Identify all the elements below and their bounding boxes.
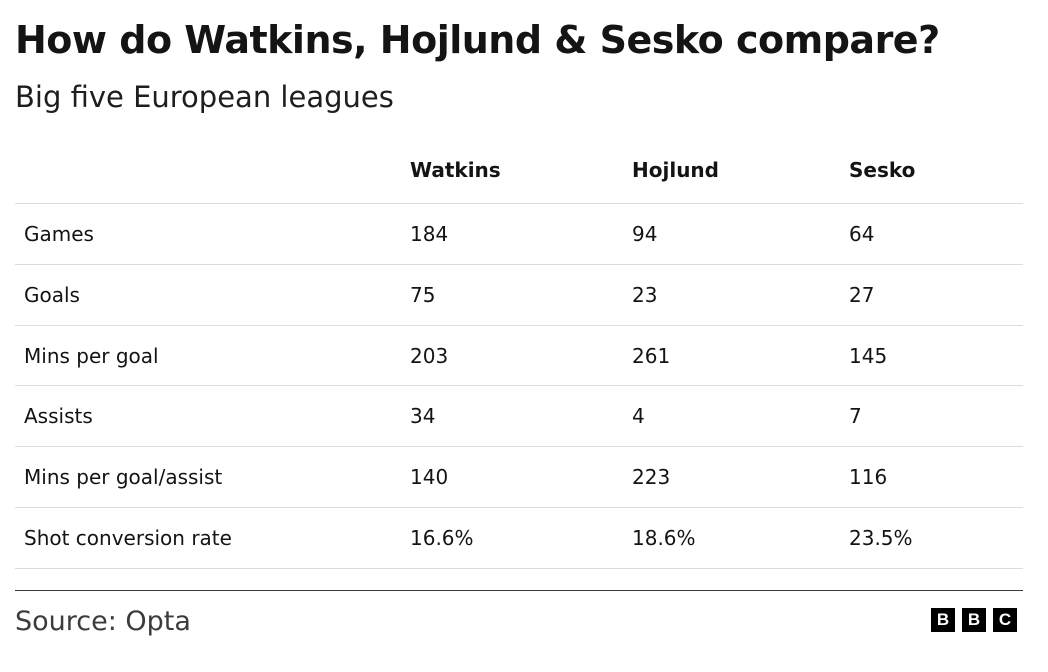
cell-value: 34: [410, 404, 436, 429]
cell-value: 94: [632, 222, 658, 246]
logo-letter: B: [931, 608, 955, 632]
cell-value: 18.6%: [632, 526, 696, 550]
subtitle: Big five European leagues: [15, 80, 394, 114]
cell-value: 116: [849, 465, 888, 490]
row-label: Goals: [24, 282, 80, 307]
cell-value: 4: [632, 404, 645, 429]
column-header: Hojlund: [632, 158, 719, 182]
row-label: Shot conversion rate: [24, 526, 232, 550]
logo-letter: C: [993, 608, 1017, 632]
cell-value: 23.5%: [849, 526, 913, 550]
row-label: Games: [24, 222, 94, 246]
cell-value: 27: [849, 282, 875, 307]
row-divider: [15, 568, 1023, 569]
source: Source: Opta: [15, 606, 191, 637]
column-header: Watkins: [410, 158, 501, 182]
row-divider: [15, 264, 1023, 265]
row-divider: [15, 507, 1023, 508]
footer-divider: [15, 590, 1023, 591]
cell-value: 203: [410, 343, 449, 368]
row-divider: [15, 446, 1023, 447]
column-header: Sesko: [849, 158, 916, 182]
row-label: Assists: [24, 404, 93, 429]
row-label: Mins per goal: [24, 343, 159, 368]
row-divider: [15, 385, 1023, 386]
cell-value: 145: [849, 343, 888, 368]
cell-value: 140: [410, 465, 449, 490]
cell-value: 184: [410, 222, 449, 246]
cell-value: 16.6%: [410, 526, 474, 550]
cell-value: 23: [632, 282, 658, 307]
cell-value: 64: [849, 222, 875, 246]
cell-value: 223: [632, 465, 671, 490]
row-divider: [15, 203, 1023, 204]
cell-value: 261: [632, 343, 671, 368]
row-label: Mins per goal/assist: [24, 465, 223, 490]
logo-letter: B: [962, 608, 986, 632]
cell-value: 7: [849, 404, 862, 429]
row-divider: [15, 325, 1023, 326]
cell-value: 75: [410, 282, 436, 307]
title: How do Watkins, Hojlund & Sesko compare?: [15, 18, 940, 62]
